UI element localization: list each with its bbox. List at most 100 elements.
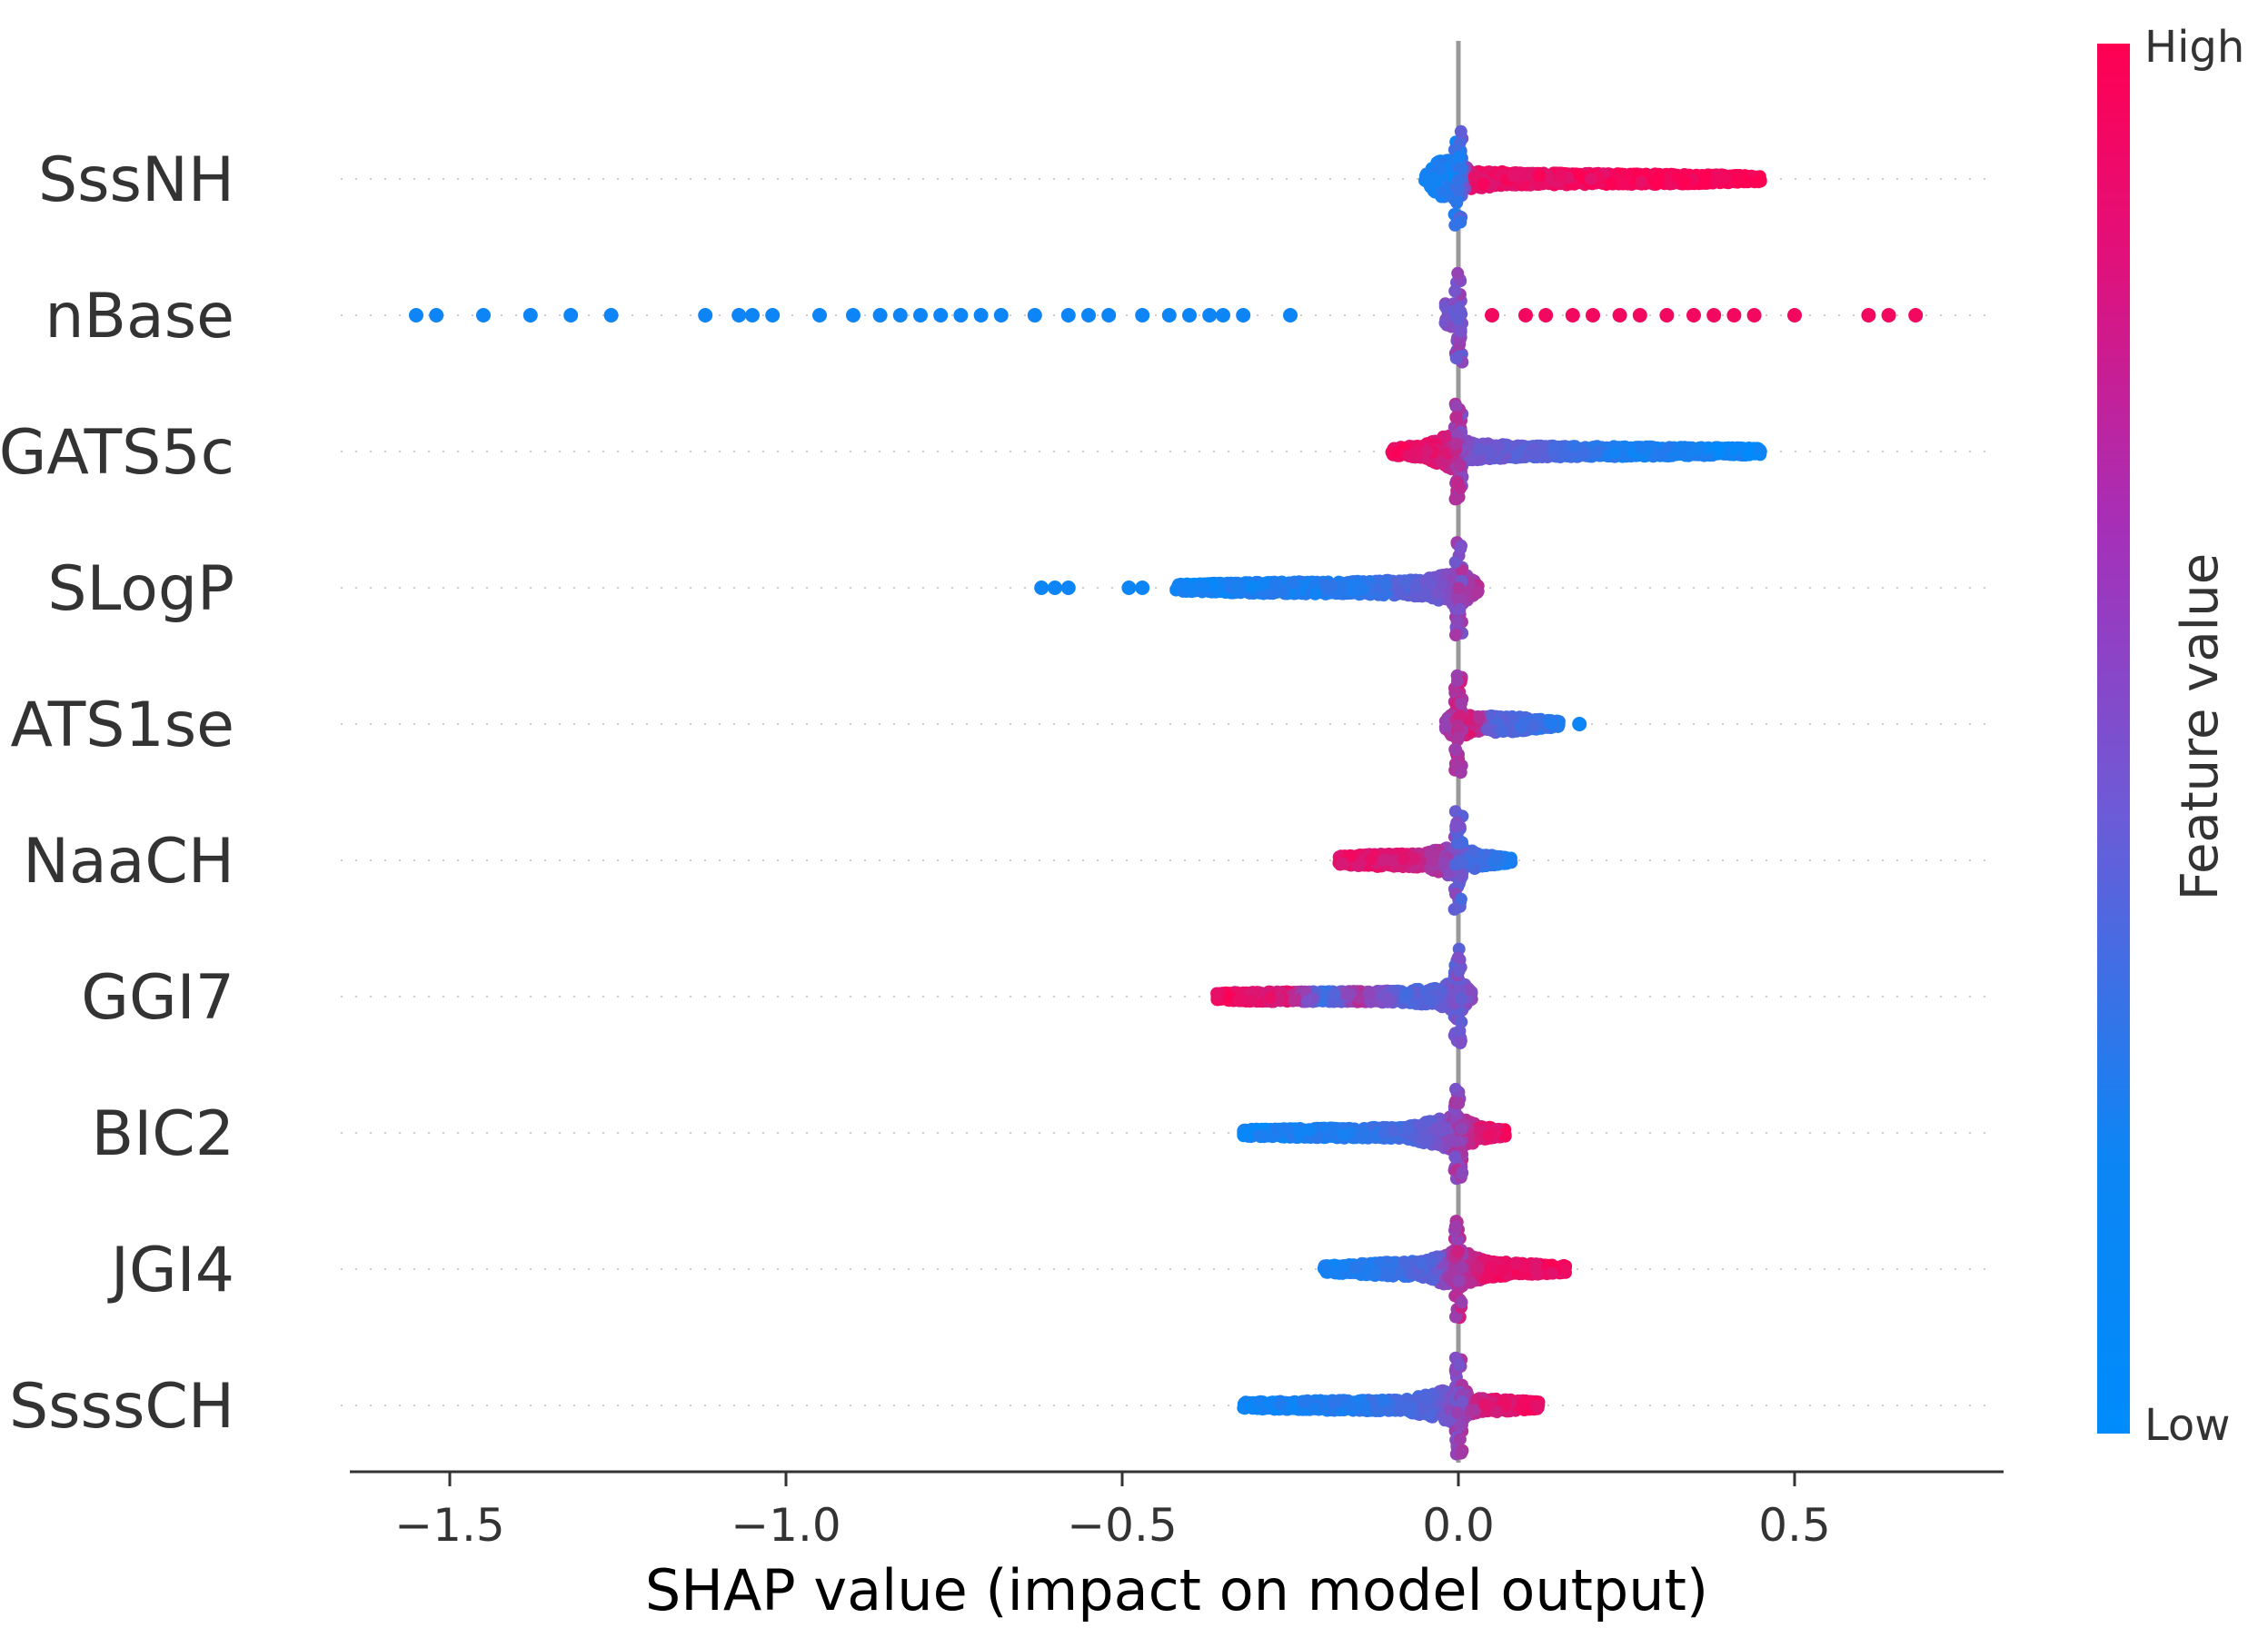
shap-outlier-point	[1908, 308, 1924, 323]
shap-point	[1653, 170, 1666, 184]
shap-point	[1454, 325, 1467, 339]
shap-point	[1378, 853, 1391, 867]
shap-point	[1308, 587, 1322, 601]
shap-point	[1454, 892, 1467, 906]
shap-outlier-point	[1135, 581, 1150, 595]
shap-point	[1731, 169, 1745, 183]
shap-point	[1336, 857, 1349, 870]
shap-outlier-point	[1060, 581, 1076, 595]
shap-point	[1449, 411, 1463, 424]
shap-outlier-point	[1485, 308, 1499, 323]
shap-outlier-point	[1182, 308, 1197, 323]
shap-point	[1477, 177, 1490, 191]
row-guides	[341, 178, 1994, 1406]
shap-outlier-point	[933, 308, 949, 323]
shap-outlier-point	[765, 308, 781, 323]
shap-outlier-point	[973, 308, 989, 323]
shap-point	[1424, 577, 1437, 591]
shap-outlier-point	[409, 308, 423, 323]
shap-outlier-point	[1572, 717, 1587, 731]
shap-point	[1554, 169, 1567, 183]
shap-point	[1451, 266, 1465, 280]
shap-point	[1408, 581, 1422, 594]
shap-point	[1491, 440, 1505, 453]
shap-outlier-point	[1586, 308, 1600, 323]
shap-outlier-point	[1048, 581, 1062, 595]
shap-point	[1635, 175, 1648, 189]
shap-outlier-point	[1135, 308, 1150, 323]
shap-point	[1672, 443, 1685, 457]
shap-point	[1511, 446, 1525, 460]
shap-point	[1352, 859, 1365, 872]
shap-point	[1437, 857, 1451, 870]
shap-outlier-point	[1161, 308, 1177, 323]
shap-outlier-point	[731, 308, 747, 323]
shap-point	[1349, 581, 1363, 595]
shap-point	[1449, 352, 1463, 365]
beeswarm-points	[409, 124, 1924, 1461]
shap-outlier-point	[1787, 308, 1802, 323]
shap-point	[1186, 582, 1199, 596]
shap-outlier-point	[913, 308, 928, 323]
shap-point	[1467, 171, 1481, 184]
shap-point	[1392, 585, 1406, 599]
shap-point	[1449, 400, 1463, 413]
shap-point	[1450, 837, 1464, 850]
shap-point	[1452, 720, 1465, 732]
shap-outlier-point	[1706, 308, 1722, 323]
shap-outlier-point	[1027, 308, 1042, 323]
shap-point	[1454, 124, 1467, 138]
shap-outlier-point	[1216, 308, 1230, 323]
shap-point	[1544, 717, 1557, 730]
shap-point	[1449, 629, 1462, 641]
shap-outlier-point	[1283, 308, 1298, 323]
shap-point	[1455, 163, 1467, 176]
shap-point	[1257, 577, 1270, 591]
shap-point	[1397, 852, 1409, 866]
shap-point	[1286, 576, 1299, 590]
shap-outlier-point	[1726, 308, 1742, 323]
shap-point	[1716, 172, 1730, 185]
shap-outlier-point	[1632, 308, 1647, 323]
shap-outlier-point	[429, 308, 444, 323]
shap-point	[1436, 184, 1449, 198]
shap-point	[1473, 442, 1486, 456]
shap-outlier-point	[846, 308, 860, 323]
shap-point	[1455, 697, 1467, 710]
shap-point	[1199, 581, 1211, 594]
shap-outlier-point	[563, 308, 579, 323]
shap-point	[1547, 441, 1560, 454]
shap-outlier-point	[993, 308, 1009, 323]
shap-outlier-point	[812, 308, 827, 323]
shap-outlier-point	[1236, 308, 1251, 323]
shap-outlier-point	[872, 308, 888, 323]
shap-outlier-point	[745, 308, 760, 323]
shap-point	[1455, 856, 1468, 869]
shap-outlier-point	[1881, 308, 1896, 323]
shap-outlier-point	[1518, 308, 1533, 323]
shap-point	[1507, 169, 1520, 183]
shap-point	[1590, 445, 1604, 459]
shap-outlier-point	[1612, 308, 1627, 323]
shap-point	[1364, 852, 1378, 866]
shap-point	[1449, 437, 1463, 451]
shap-outlier-point	[698, 308, 713, 323]
shap-point	[1449, 819, 1463, 833]
shap-point	[1448, 555, 1462, 569]
shap-outlier-point	[476, 308, 491, 323]
shap-point	[1448, 284, 1462, 298]
shap-point	[1604, 176, 1617, 190]
shap-point	[1231, 578, 1245, 591]
shap-point	[1712, 442, 1725, 455]
shap-point	[1741, 175, 1755, 189]
shap-point	[1495, 724, 1508, 738]
shap-point	[1528, 448, 1542, 461]
shap-point	[1473, 711, 1487, 725]
shap-point	[1504, 853, 1517, 867]
shap-outlier-point	[522, 308, 538, 323]
shap-outlier-point	[1565, 308, 1580, 323]
shap-outlier-point	[1746, 308, 1762, 323]
shap-point	[1454, 541, 1467, 555]
shap-point	[1607, 446, 1621, 460]
shap-point	[1452, 302, 1466, 315]
